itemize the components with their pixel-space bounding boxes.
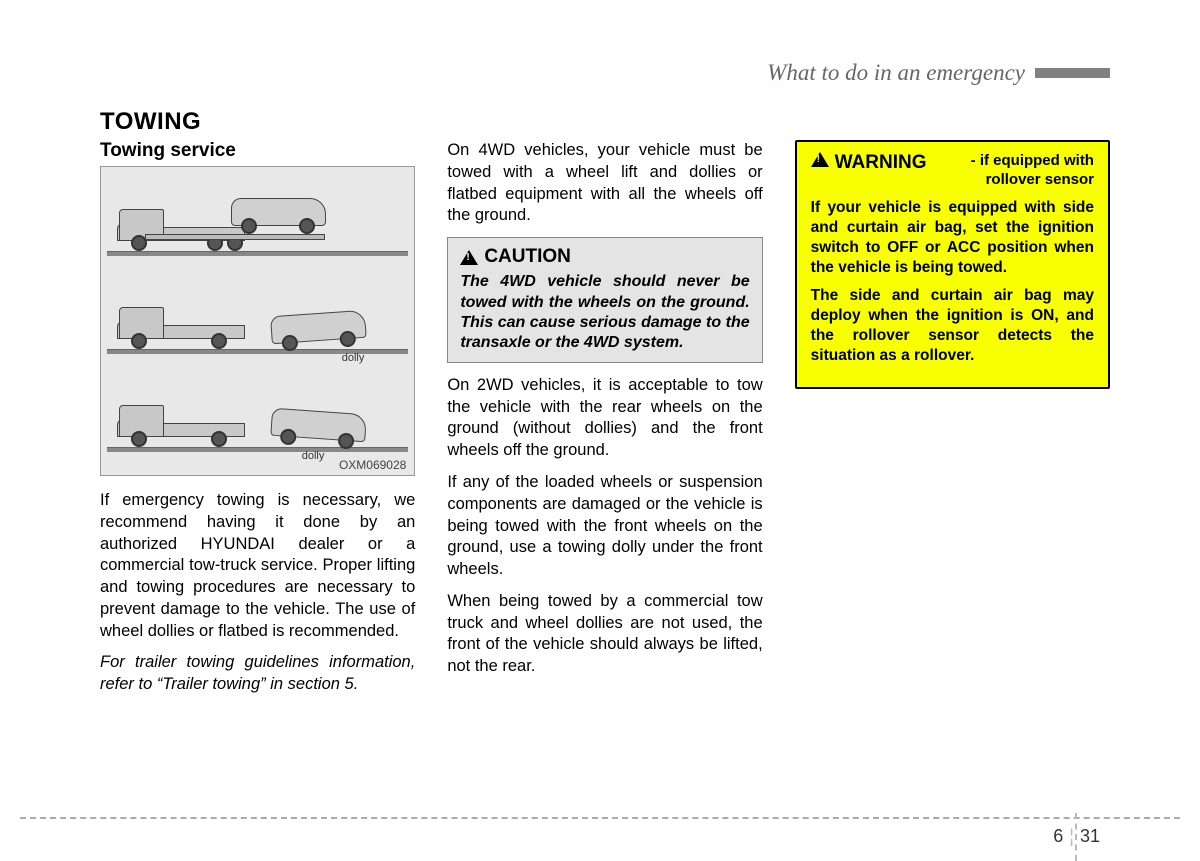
header-title: What to do in an emergency <box>767 60 1025 86</box>
col2-paragraph-4: When being towed by a commercial tow tru… <box>447 591 762 678</box>
col2-paragraph-1: On 4WD vehicles, your vehicle must be to… <box>447 140 762 227</box>
dolly-label: dolly <box>302 450 325 462</box>
illustration-row-dolly-front: dolly <box>101 365 414 460</box>
warning-box: WARNING - if equipped with rollover sens… <box>795 140 1110 389</box>
page-title: TOWING <box>100 108 1110 136</box>
warning-paragraph-2: The side and curtain air bag may deploy … <box>811 286 1094 367</box>
content-columns: Towing service <box>100 140 1110 696</box>
caution-triangle-icon <box>460 250 478 265</box>
caution-box: CAUTION The 4WD vehicle should never be … <box>447 237 762 363</box>
header-accent-bar <box>1035 68 1110 78</box>
caution-heading: CAUTION <box>460 246 749 268</box>
warning-triangle-icon <box>811 152 829 167</box>
page-number-value: 31 <box>1080 826 1100 846</box>
col1-paragraph-1: If emergency towing is necessary, we rec… <box>100 490 415 642</box>
col2-paragraph-2: On 2WD vehicles, it is acceptable to tow… <box>447 375 762 462</box>
column-2: On 4WD vehicles, your vehicle must be to… <box>447 140 762 696</box>
section-title: Towing service <box>100 140 415 162</box>
illustration-row-flatbed <box>101 169 414 264</box>
warning-paragraph-1: If your vehicle is equipped with side an… <box>811 198 1094 279</box>
warning-heading: WARNING - if equipped with rollover sens… <box>811 152 1094 190</box>
dolly-label: dolly <box>342 352 365 364</box>
page-separator: ¦ <box>1069 826 1074 846</box>
footer-divider <box>20 817 1180 819</box>
page-header: What to do in an emergency <box>100 60 1110 86</box>
chapter-number: 6 <box>1053 826 1063 846</box>
col2-paragraph-3: If any of the loaded wheels or suspensio… <box>447 472 762 581</box>
towing-illustration: dolly dolly OXM069028 <box>100 166 415 476</box>
column-1: Towing service <box>100 140 415 696</box>
image-reference-code: OXM069028 <box>339 458 406 472</box>
col1-paragraph-2: For trailer towing guidelines informatio… <box>100 652 415 696</box>
caution-text: The 4WD vehicle should never be towed wi… <box>460 272 749 354</box>
warning-label: WARNING <box>835 152 927 174</box>
warning-subtitle: - if equipped with rollover sensor <box>971 152 1094 188</box>
caution-label: CAUTION <box>484 246 571 268</box>
column-3: WARNING - if equipped with rollover sens… <box>795 140 1110 696</box>
illustration-row-dolly-rear: dolly <box>101 267 414 362</box>
page-number: 6 ¦ 31 <box>1053 826 1100 847</box>
